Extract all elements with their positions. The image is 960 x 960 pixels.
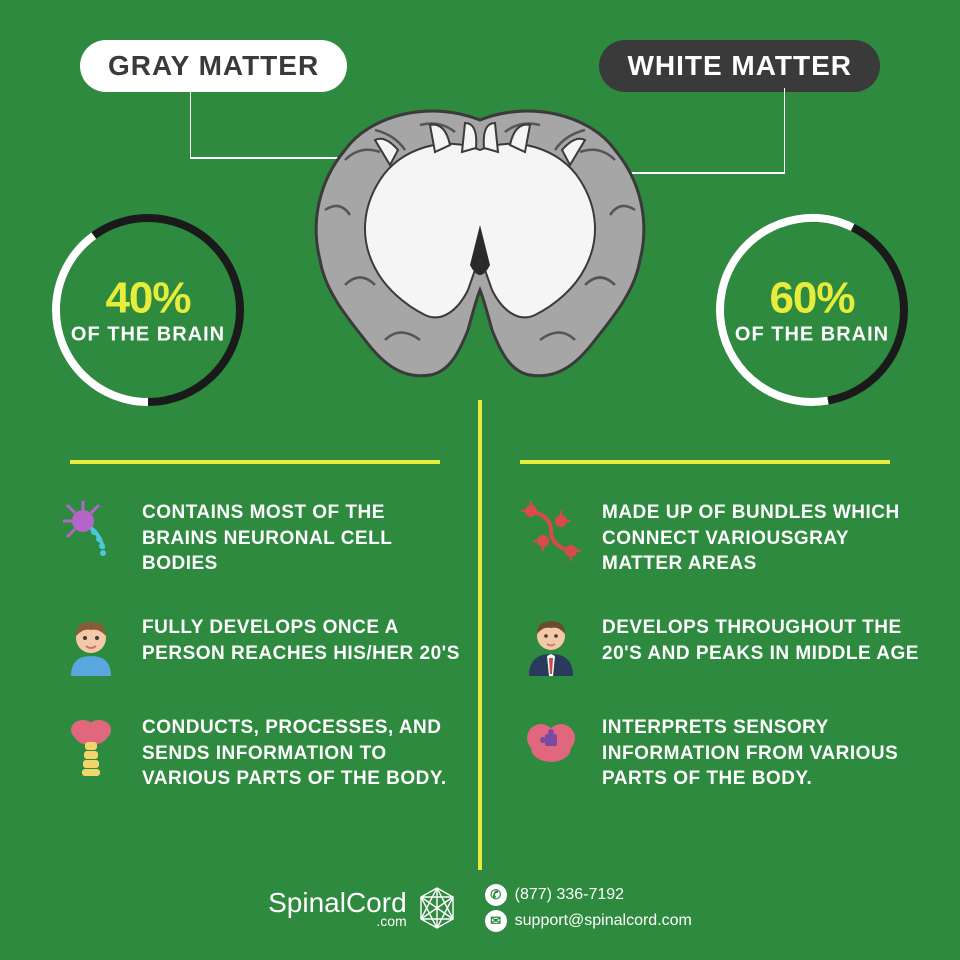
white-matter-percent-label: OF THE BRAIN: [727, 324, 897, 347]
divider-horizontal-right: [520, 460, 890, 464]
white-matter-facts: MADE UP OF BUNDLES WHICH CONNECT VARIOUS…: [520, 500, 920, 830]
email-icon: ✉: [485, 910, 507, 932]
fact-text: FULLY DEVELOPS ONCE A PERSON REACHES HIS…: [142, 615, 460, 666]
email-text: support@spinalcord.com: [515, 912, 692, 930]
gray-matter-percent: 40%: [63, 274, 233, 324]
footer-contacts: ✆ (877) 336-7192 ✉ support@spinalcord.co…: [485, 880, 692, 936]
person-icon: [60, 615, 122, 677]
fact-item: CONDUCTS, PROCESSES, AND SENDS INFORMATI…: [60, 715, 460, 792]
gray-matter-percent-label: OF THE BRAIN: [63, 324, 233, 347]
brainstem-icon: [60, 715, 122, 777]
fact-item: MADE UP OF BUNDLES WHICH CONNECT VARIOUS…: [520, 500, 920, 577]
footer-logo: SpinalCord .com: [268, 886, 457, 930]
footer: SpinalCord .com ✆ (877) 336-7192 ✉ suppo…: [0, 880, 960, 936]
footer-phone: ✆ (877) 336-7192: [485, 884, 692, 906]
logo-icon: [417, 886, 457, 930]
white-matter-percent-ring: 60% OF THE BRAIN: [712, 210, 912, 410]
fact-item: CONTAINS MOST OF THE BRAINS NEURONAL CEL…: [60, 500, 460, 577]
fact-item: DEVELOPS THROUGHOUT THE 20'S AND PEAKS I…: [520, 615, 920, 677]
fact-text: MADE UP OF BUNDLES WHICH CONNECT VARIOUS…: [602, 500, 920, 577]
brain-illustration: [290, 90, 670, 390]
divider-vertical: [478, 400, 482, 870]
neuron-icon: [60, 500, 122, 562]
fact-item: FULLY DEVELOPS ONCE A PERSON REACHES HIS…: [60, 615, 460, 677]
nerve-bundle-icon: [520, 500, 582, 562]
footer-email: ✉ support@spinalcord.com: [485, 910, 692, 932]
fact-item: INTERPRETS SENSORY INFORMATION FROM VARI…: [520, 715, 920, 792]
gray-matter-label: GRAY MATTER: [80, 40, 347, 92]
fact-text: CONDUCTS, PROCESSES, AND SENDS INFORMATI…: [142, 715, 460, 792]
gray-matter-percent-ring: 40% OF THE BRAIN: [48, 210, 248, 410]
white-matter-label: WHITE MATTER: [599, 40, 880, 92]
businessman-icon: [520, 615, 582, 677]
divider-horizontal-left: [70, 460, 440, 464]
fact-text: CONTAINS MOST OF THE BRAINS NEURONAL CEL…: [142, 500, 460, 577]
brain-puzzle-icon: [520, 715, 582, 777]
gray-matter-facts: CONTAINS MOST OF THE BRAINS NEURONAL CEL…: [60, 500, 460, 830]
fact-text: DEVELOPS THROUGHOUT THE 20'S AND PEAKS I…: [602, 615, 920, 666]
phone-icon: ✆: [485, 884, 507, 906]
white-matter-percent: 60%: [727, 274, 897, 324]
phone-text: (877) 336-7192: [515, 886, 624, 904]
fact-text: INTERPRETS SENSORY INFORMATION FROM VARI…: [602, 715, 920, 792]
